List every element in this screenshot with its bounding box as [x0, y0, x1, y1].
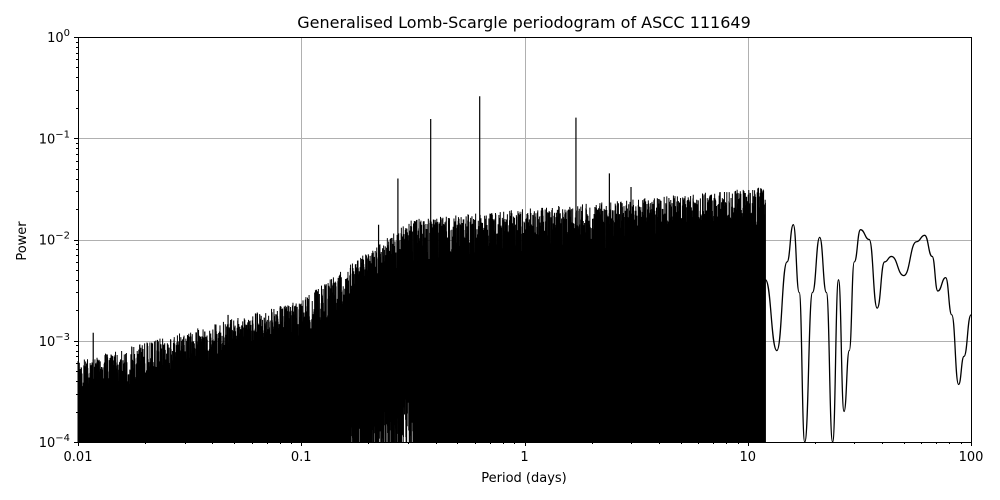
data-series — [77, 96, 972, 443]
y-tick-label: 10−2 — [39, 231, 70, 249]
y-tick-label: 100 — [47, 28, 70, 46]
x-tick-label: 100 — [959, 450, 984, 465]
periodogram-tail-line — [764, 224, 972, 443]
axis-ticks: 0.01 0.1 1 10 100 10−4 10−3 10−2 10−1 100 — [39, 28, 984, 465]
y-tick-label: 10−4 — [39, 433, 70, 451]
x-tick-label: 10 — [739, 450, 756, 465]
y-axis-label: Power — [15, 221, 30, 261]
y-tick-label: 10−1 — [39, 129, 70, 147]
x-tick-label: 0.01 — [64, 450, 93, 465]
x-tick-label: 0.1 — [291, 450, 312, 465]
plot-frame — [78, 37, 972, 443]
chart-title: Generalised Lomb-Scargle periodogram of … — [297, 13, 751, 32]
x-axis-label: Period (days) — [481, 471, 567, 486]
x-tick-label: 1 — [520, 450, 528, 465]
y-tick-label: 10−3 — [39, 332, 70, 350]
periodogram-noise-line — [77, 187, 766, 443]
